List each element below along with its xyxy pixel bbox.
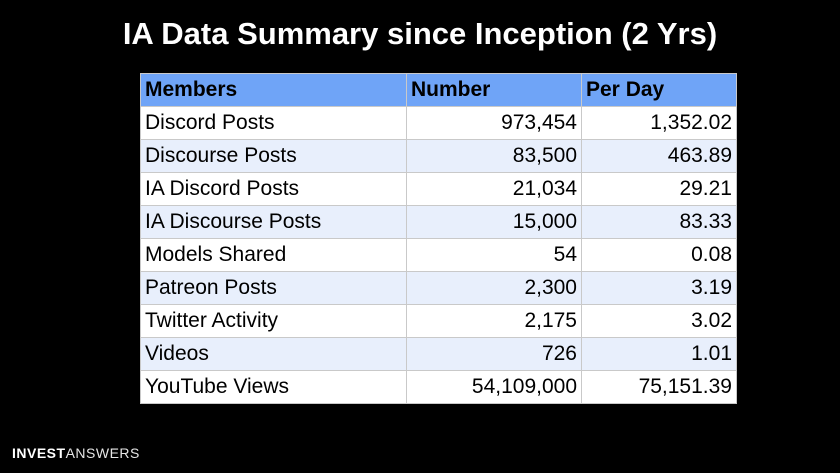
brand-logo-part-invest: INVEST [12, 445, 66, 461]
cell-member: Models Shared [140, 238, 407, 272]
cell-per-day: 75,151.39 [581, 370, 737, 404]
page-title: IA Data Summary since Inception (2 Yrs) [122, 16, 718, 51]
cell-number: 54,109,000 [406, 370, 582, 404]
table-row: Models Shared 54 0.08 [140, 238, 737, 272]
cell-number: 2,175 [406, 304, 582, 338]
cell-per-day: 0.08 [581, 238, 737, 272]
cell-member: Discourse Posts [140, 139, 407, 173]
table-row: YouTube Views 54,109,000 75,151.39 [140, 370, 737, 404]
summary-table: Members Number Per Day Discord Posts 973… [140, 73, 737, 404]
cell-member: IA Discourse Posts [140, 205, 407, 239]
table-row: Discord Posts 973,454 1,352.02 [140, 106, 737, 140]
table-row: Patreon Posts 2,300 3.19 [140, 271, 737, 305]
brand-logo-part-answers: ANSWERS [65, 445, 140, 461]
table-row: Videos 726 1.01 [140, 337, 737, 371]
table-row: Twitter Activity 2,175 3.02 [140, 304, 737, 338]
cell-per-day: 1.01 [581, 337, 737, 371]
cell-per-day: 3.19 [581, 271, 737, 305]
cell-per-day: 83.33 [581, 205, 737, 239]
header-number: Number [406, 73, 582, 107]
table-row: IA Discord Posts 21,034 29.21 [140, 172, 737, 206]
cell-member: YouTube Views [140, 370, 407, 404]
cell-member: Videos [140, 337, 407, 371]
cell-member: Twitter Activity [140, 304, 407, 338]
header-members: Members [140, 73, 407, 107]
cell-number: 83,500 [406, 139, 582, 173]
brand-logo: INVESTANSWERS [12, 445, 140, 461]
cell-number: 726 [406, 337, 582, 371]
cell-per-day: 29.21 [581, 172, 737, 206]
table-row: IA Discourse Posts 15,000 83.33 [140, 205, 737, 239]
cell-number: 21,034 [406, 172, 582, 206]
cell-number: 54 [406, 238, 582, 272]
cell-per-day: 1,352.02 [581, 106, 737, 140]
cell-number: 973,454 [406, 106, 582, 140]
cell-number: 15,000 [406, 205, 582, 239]
cell-per-day: 3.02 [581, 304, 737, 338]
table-header-row: Members Number Per Day [140, 73, 737, 107]
table-row: Discourse Posts 83,500 463.89 [140, 139, 737, 173]
cell-per-day: 463.89 [581, 139, 737, 173]
header-per-day: Per Day [581, 73, 737, 107]
cell-member: Patreon Posts [140, 271, 407, 305]
cell-member: IA Discord Posts [140, 172, 407, 206]
cell-member: Discord Posts [140, 106, 407, 140]
cell-number: 2,300 [406, 271, 582, 305]
